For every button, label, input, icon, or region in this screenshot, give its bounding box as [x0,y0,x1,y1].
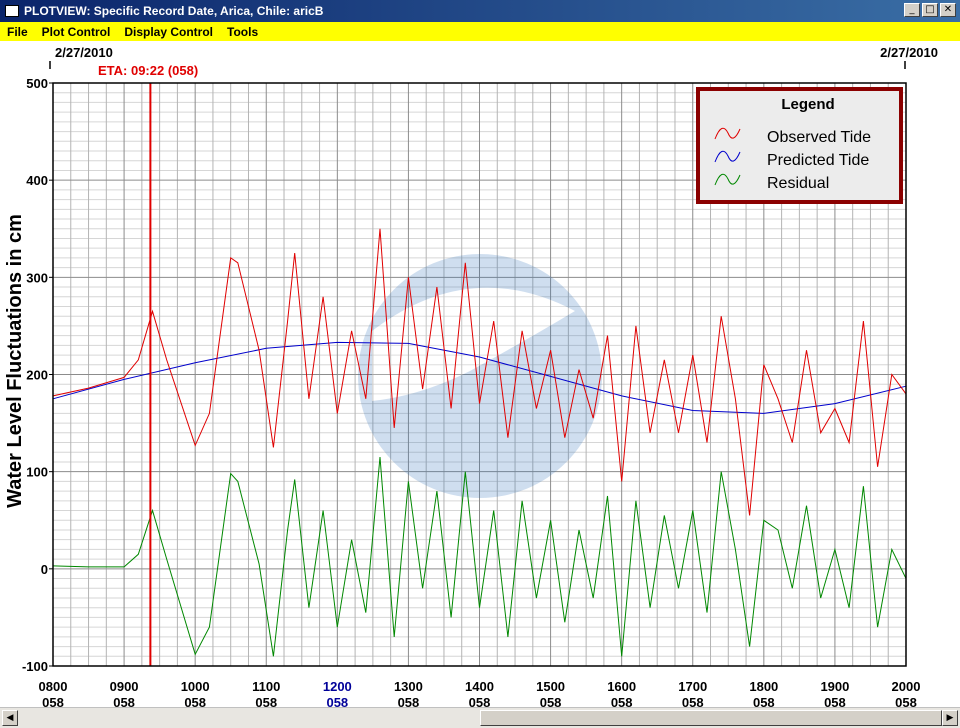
legend-box [696,87,903,204]
y-tick-labels: 500 400 300 200 100 0 -100 [22,76,53,674]
close-button[interactable]: ✕ [940,3,956,17]
y-tick-label: 300 [26,270,48,285]
x-tick-label-time: 1600 [607,679,636,694]
menu-tools[interactable]: Tools [227,24,259,39]
app-icon [5,5,19,17]
y-tick-label: -100 [22,659,48,674]
series-line-residual [52,457,907,657]
y-tick-label: 200 [26,368,48,383]
x-tick-label-day: 058 [540,695,562,707]
legend-label-residual: Residual [767,175,829,192]
x-tick-label-day: 058 [469,695,491,707]
x-tick-label-day: 058 [326,695,348,707]
legend-swatch-predicted [714,150,741,163]
series-line-observed-tide [52,228,907,516]
x-tick-label-time: 1100 [252,679,280,694]
x-tick-label-day: 058 [682,695,704,707]
menu-plot-control[interactable]: Plot Control [41,24,111,39]
menu-file[interactable]: File [7,24,28,39]
horizontal-scrollbar[interactable]: ◀ ▶ [0,707,960,728]
y-axis-label: Water Level Fluctuations in cm [4,214,26,508]
x-tick-label-time: 1300 [394,679,423,694]
plot-area[interactable]: 2/27/2010 2/27/2010 ETA: 09:22 (058) Wat… [0,41,960,710]
legend-swatch-observed [714,127,741,140]
legend: Legend Observed Tide Predicted Tide Resi… [696,87,903,204]
x-tick-label-day: 058 [113,695,135,707]
tide-chart[interactable]: 2/27/2010 2/27/2010 ETA: 09:22 (058) Wat… [0,41,960,710]
x-tick-label-time: 1800 [749,679,778,694]
x-tick-label-day: 058 [255,695,277,707]
x-tick-label-time: 1400 [465,679,494,694]
legend-swatch-residual [714,173,741,186]
legend-title: Legend [781,96,834,113]
scroll-left-arrow-icon[interactable]: ◀ [2,710,18,726]
x-tick-labels: 0800058090005810000581100058120005813000… [39,679,921,710]
x-tick-label-day: 058 [753,695,775,707]
date-left: 2/27/2010 [55,45,113,60]
menu-display-control[interactable]: Display Control [124,24,214,39]
x-tick-label-time: 1900 [820,679,849,694]
x-tick-label-time: 1200 [323,679,352,694]
series-layer [52,228,907,657]
x-tick-label-time: 1000 [181,679,210,694]
legend-label-observed: Observed Tide [767,129,871,146]
legend-label-predicted: Predicted Tide [767,152,869,169]
x-tick-label-day: 058 [824,695,846,707]
noaa-watermark [358,254,602,498]
y-tick-label: 0 [41,562,48,577]
scroll-thumb[interactable] [480,710,942,726]
maximize-button[interactable]: □ [922,3,938,17]
x-tick-label-time: 2000 [892,679,921,694]
window-title: PLOTVIEW: Specific Record Date, Arica, C… [24,4,324,18]
eta-label: ETA: 09:22 (058) [98,63,198,78]
title-bar: PLOTVIEW: Specific Record Date, Arica, C… [0,0,960,22]
minimize-button[interactable]: _ [904,3,920,17]
x-tick-label-day: 058 [895,695,917,707]
y-tick-label: 500 [26,76,48,91]
x-tick-label-time: 0900 [110,679,139,694]
menu-bar: File Plot Control Display Control Tools [0,22,960,41]
y-tick-label: 400 [26,173,48,188]
plot-frame [52,82,907,667]
x-tick-label-day: 058 [398,695,420,707]
series-line-predicted-tide [52,341,907,414]
x-tick-label-day: 058 [184,695,206,707]
x-tick-label-day: 058 [611,695,633,707]
x-tick-label-time: 1700 [678,679,707,694]
y-tick-label: 100 [26,465,48,480]
scroll-right-arrow-icon[interactable]: ▶ [942,710,958,726]
x-tick-label-day: 058 [42,695,64,707]
date-right: 2/27/2010 [880,45,938,60]
x-tick-label-time: 0800 [39,679,68,694]
x-tick-label-time: 1500 [536,679,565,694]
